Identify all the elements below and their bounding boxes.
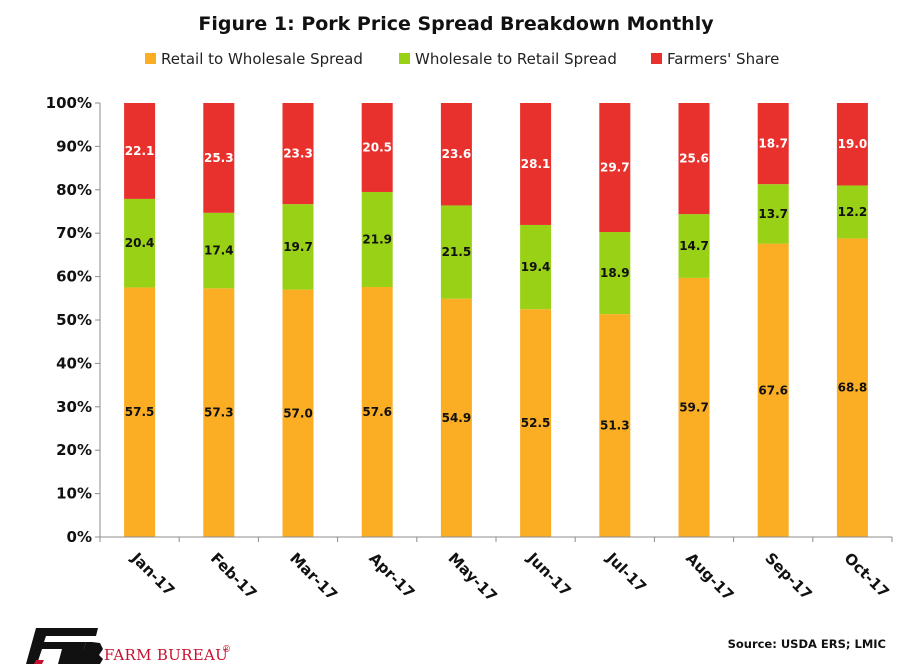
x-axis: Jan-17 Feb-17 Mar-17 Apr-17 May-17 Jun-17 Jul-… bbox=[99, 536, 893, 605]
bar-segment bbox=[836, 185, 868, 239]
bar-segment bbox=[282, 289, 314, 537]
data-label: 21.9 bbox=[362, 232, 392, 246]
data-label: 18.7 bbox=[758, 137, 788, 151]
y-tick-label: 70% bbox=[56, 224, 92, 242]
bar-segment bbox=[282, 204, 314, 290]
data-label: 57.0 bbox=[283, 406, 313, 420]
data-label: 29.7 bbox=[600, 161, 630, 175]
data-label: 17.4 bbox=[204, 244, 234, 258]
legend-label: Retail to Wholesale Spread bbox=[161, 50, 363, 68]
bar-segment bbox=[124, 198, 156, 288]
legend-swatch bbox=[651, 53, 662, 64]
bar-segment bbox=[520, 224, 552, 310]
y-tick-label: 40% bbox=[56, 354, 92, 372]
x-tick-label: May-17 bbox=[445, 549, 501, 605]
bar-segment bbox=[599, 314, 631, 537]
bars: 57.5 20.4 22.1 57.3 17.4 25.3 57.0 19.7 23.3 57.6… bbox=[124, 103, 868, 537]
data-label: 57.5 bbox=[125, 405, 155, 419]
farm-bureau-fb-logo-icon bbox=[26, 628, 103, 664]
legend-swatch bbox=[399, 53, 410, 64]
bar-segment bbox=[203, 103, 235, 213]
x-tick-label: Mar-17 bbox=[286, 549, 341, 604]
data-label: 28.1 bbox=[521, 157, 551, 171]
data-label: 25.3 bbox=[204, 151, 234, 165]
data-label: 19.7 bbox=[283, 240, 313, 254]
bar-segment bbox=[440, 298, 472, 537]
bar-segment bbox=[757, 243, 789, 537]
x-tick-label: Jan-17 bbox=[127, 548, 178, 599]
y-tick-label: 0% bbox=[67, 528, 92, 546]
y-tick-label: 80% bbox=[56, 181, 92, 199]
data-label: 23.6 bbox=[442, 147, 472, 161]
x-tick-label: Feb-17 bbox=[207, 549, 260, 602]
x-tick-label: Aug-17 bbox=[682, 549, 737, 604]
data-label: 25.6 bbox=[679, 152, 709, 166]
data-label: 19.4 bbox=[521, 260, 551, 274]
bar-segment bbox=[361, 287, 393, 537]
bar-segment bbox=[520, 309, 552, 537]
bar-segment bbox=[124, 103, 156, 199]
data-label: 52.5 bbox=[521, 416, 551, 430]
logo-text: FARM BUREAU bbox=[104, 646, 228, 664]
bar-segment bbox=[836, 103, 868, 186]
bar-segment bbox=[361, 191, 393, 288]
source-note: Source: USDA ERS; LMIC bbox=[728, 637, 886, 651]
data-label: 59.7 bbox=[679, 400, 709, 414]
data-label: 57.3 bbox=[204, 406, 234, 420]
legend: Retail to Wholesale Spread Wholesale to R… bbox=[145, 50, 779, 68]
data-label: 54.9 bbox=[442, 411, 472, 425]
y-tick-label: 20% bbox=[56, 441, 92, 459]
x-tick-label: Jul-17 bbox=[602, 548, 650, 596]
data-label: 20.5 bbox=[362, 140, 392, 154]
y-tick-label: 60% bbox=[56, 268, 92, 286]
legend-label: Farmers' Share bbox=[667, 50, 779, 68]
bar-segment bbox=[836, 238, 868, 537]
y-tick-label: 30% bbox=[56, 398, 92, 416]
x-tick-label: Oct-17 bbox=[841, 549, 893, 601]
data-label: 22.1 bbox=[125, 144, 155, 158]
bar-segment bbox=[678, 214, 710, 278]
logo-registered-mark: ® bbox=[222, 645, 231, 655]
bar-segment bbox=[757, 103, 789, 185]
data-label: 23.3 bbox=[283, 147, 313, 161]
data-label: 13.7 bbox=[758, 207, 788, 221]
y-tick-label: 10% bbox=[56, 485, 92, 503]
data-label: 12.2 bbox=[838, 205, 868, 219]
bar-segment bbox=[757, 184, 789, 244]
data-label: 20.4 bbox=[125, 236, 155, 250]
y-tick-label: 90% bbox=[56, 137, 92, 155]
y-tick-label: 50% bbox=[56, 311, 92, 329]
data-label: 18.9 bbox=[600, 266, 630, 280]
bar-segment bbox=[440, 205, 472, 299]
data-label: 14.7 bbox=[679, 239, 709, 253]
y-tick-label: 100% bbox=[46, 94, 92, 112]
bar-segment bbox=[203, 212, 235, 289]
data-label: 57.6 bbox=[362, 405, 392, 419]
legend-swatch bbox=[145, 53, 156, 64]
data-label: 67.6 bbox=[758, 383, 788, 397]
data-label: 51.3 bbox=[600, 419, 630, 433]
bar-segment bbox=[520, 103, 552, 225]
data-label: 19.0 bbox=[838, 137, 868, 151]
chart-title: Figure 1: Pork Price Spread Breakdown Mo… bbox=[198, 13, 714, 35]
bar-segment bbox=[678, 103, 710, 215]
bar-segment bbox=[599, 232, 631, 315]
bar-segment bbox=[599, 103, 631, 233]
data-label: 68.8 bbox=[838, 381, 868, 395]
bar-segment bbox=[678, 277, 710, 537]
bar-segment bbox=[203, 288, 235, 537]
x-tick-label: Apr-17 bbox=[365, 549, 418, 602]
bar-segment bbox=[124, 287, 156, 537]
farm-bureau-logo: FARM BUREAU ® bbox=[26, 628, 231, 664]
y-axis: 0% 10% 20% 30% 40% 50% 60% 70% 80% 90% 100% bbox=[46, 94, 101, 546]
bar-segment bbox=[282, 103, 314, 205]
bar-segment bbox=[361, 103, 393, 192]
x-tick-label: Sep-17 bbox=[761, 549, 815, 603]
x-tick-label: Jun-17 bbox=[523, 548, 575, 600]
data-label: 21.5 bbox=[442, 245, 472, 259]
legend-label: Wholesale to Retail Spread bbox=[415, 50, 617, 68]
bar-segment bbox=[440, 103, 472, 206]
